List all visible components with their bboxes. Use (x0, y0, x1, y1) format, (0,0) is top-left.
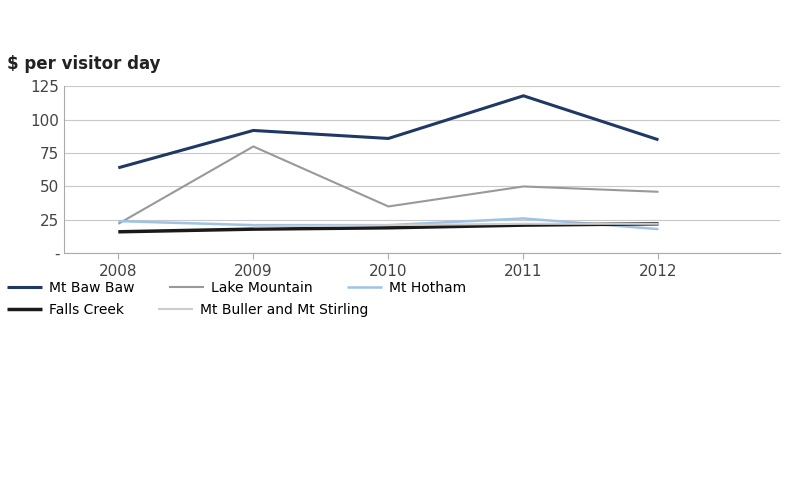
Text: $ per visitor day: $ per visitor day (7, 55, 161, 73)
Legend: Falls Creek, Mt Buller and Mt Stirling: Falls Creek, Mt Buller and Mt Stirling (7, 303, 368, 317)
